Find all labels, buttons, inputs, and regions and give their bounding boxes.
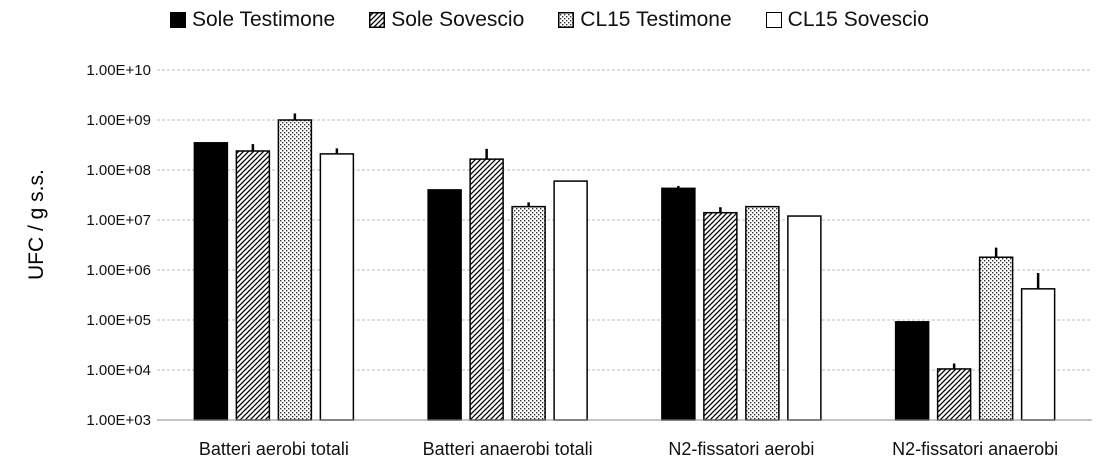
bar xyxy=(1020,288,1056,421)
y-tick-label: 1.00E+03 xyxy=(86,412,151,429)
bar xyxy=(894,321,930,421)
gridlines xyxy=(157,69,1092,371)
bar xyxy=(936,368,972,421)
bar xyxy=(511,205,546,421)
bar xyxy=(319,153,355,421)
legend-swatch-cl15-sovescio xyxy=(765,12,782,28)
bar xyxy=(469,158,504,421)
bar xyxy=(661,187,696,421)
legend-label: CL15 Sovescio xyxy=(787,8,929,31)
bar xyxy=(553,180,588,421)
bar xyxy=(193,142,229,421)
y-tick-label: 1.00E+07 xyxy=(86,212,151,229)
x-tick-label: N2-fissatori aerobi xyxy=(668,439,814,459)
legend-label: Sole Testimone xyxy=(192,8,336,31)
legend-item-cl15-sovescio: CL15 Sovescio xyxy=(765,8,929,32)
y-tick-label: 1.00E+06 xyxy=(86,262,151,279)
bar xyxy=(235,150,271,421)
y-tick-label: 1.00E+09 xyxy=(86,112,151,129)
bar xyxy=(427,189,462,421)
bar xyxy=(978,256,1014,421)
legend-swatch-cl15-testimone xyxy=(558,12,575,28)
legend: Sole Testimone Sole Sovescio CL15 Testim… xyxy=(170,8,929,32)
y-tick-label: 1.00E+08 xyxy=(86,162,151,179)
legend-item-cl15-testimone: CL15 Testimone xyxy=(558,8,732,32)
y-tick-label: 1.00E+05 xyxy=(86,312,151,329)
bar xyxy=(787,215,822,421)
legend-label: Sole Sovescio xyxy=(391,8,525,31)
x-axis-labels: Batteri aerobi totali Batteri anaerobi to… xyxy=(199,439,1058,459)
x-tick-label: N2-fissatori anaerobi xyxy=(892,439,1058,459)
y-tick-label: 1.00E+04 xyxy=(86,362,151,379)
x-tick-label: Batteri anaerobi totali xyxy=(423,439,593,459)
y-tick-label: 1.00E+10 xyxy=(86,62,151,79)
y-axis-ticks: 1.00E+03 1.00E+04 1.00E+05 1.00E+06 1.00E+07… xyxy=(86,62,151,429)
bar xyxy=(745,205,780,421)
x-tick-label: Batteri aerobi totali xyxy=(199,439,349,459)
legend-swatch-sole-testimone xyxy=(170,12,186,28)
bar xyxy=(703,211,738,421)
bars xyxy=(193,113,1056,421)
legend-item-sole-sovescio: Sole Sovescio xyxy=(369,8,524,32)
legend-item-sole-testimone: Sole Testimone xyxy=(170,8,335,32)
legend-swatch-sole-sovescio xyxy=(369,12,386,28)
legend-label: CL15 Testimone xyxy=(580,8,732,31)
bar xyxy=(277,119,313,421)
y-axis-label: UFC / g s.s. xyxy=(25,169,48,280)
